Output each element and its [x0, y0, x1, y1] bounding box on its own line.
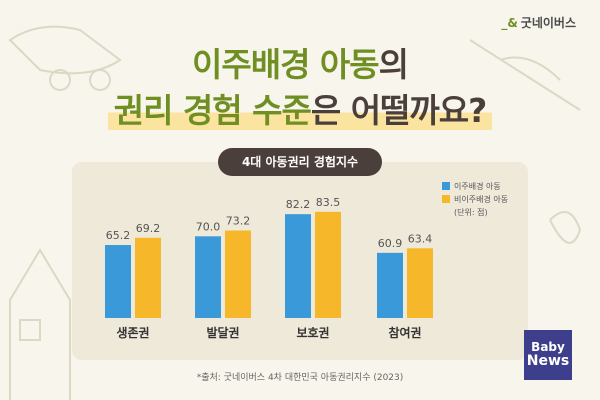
bar-migrant	[195, 236, 221, 318]
data-label: 70.0	[196, 220, 221, 233]
title-green: 권리 경험 수준	[113, 91, 312, 130]
data-label: 60.9	[378, 237, 403, 250]
data-label: 73.2	[226, 214, 251, 227]
legend-label: 비이주배경 아동	[454, 194, 508, 204]
data-label: 82.2	[286, 198, 311, 211]
goodneighbors-logo: _& 굿네이버스	[501, 16, 576, 30]
bar-migrant	[377, 252, 403, 318]
title-line-1: 이주배경 아동의	[0, 38, 600, 86]
babynews-badge: Baby News	[524, 330, 572, 380]
bar-migrant	[105, 245, 131, 318]
source-note: *출처: 굿네이버스 4차 대한민국 아동권리지수 (2023)	[196, 373, 404, 383]
title-dark: 은 어떨까요?	[310, 91, 487, 130]
data-label: 69.2	[136, 222, 161, 235]
bar-non-migrant	[135, 237, 161, 318]
title-line-2: 권리 경험 수준은 어떨까요?	[0, 84, 600, 132]
legend-label: 이주배경 아동	[454, 181, 501, 191]
data-label: 63.4	[408, 232, 433, 245]
bar-non-migrant	[315, 211, 341, 318]
title-dark: 의	[378, 45, 409, 84]
badge-line1: Baby	[531, 340, 565, 354]
badge-line2: News	[526, 353, 570, 369]
category-label: 참여권	[388, 325, 421, 340]
legend-swatch	[442, 195, 450, 203]
data-label: 83.5	[316, 196, 341, 209]
bar-migrant	[285, 214, 311, 318]
category-label: 발달권	[206, 325, 239, 340]
unit-note: (단위: 점)	[454, 207, 488, 217]
bar-non-migrant	[407, 248, 433, 318]
logo-text: 굿네이버스	[520, 16, 576, 30]
category-label: 생존권	[116, 325, 149, 340]
title-green: 이주배경 아동	[191, 45, 380, 84]
bar-non-migrant	[225, 230, 251, 318]
chart-title: 4대 아동권리 경험지수	[218, 148, 382, 176]
category-label: 보호권	[296, 326, 329, 340]
data-label: 65.2	[106, 229, 131, 242]
legend-swatch	[442, 182, 450, 190]
